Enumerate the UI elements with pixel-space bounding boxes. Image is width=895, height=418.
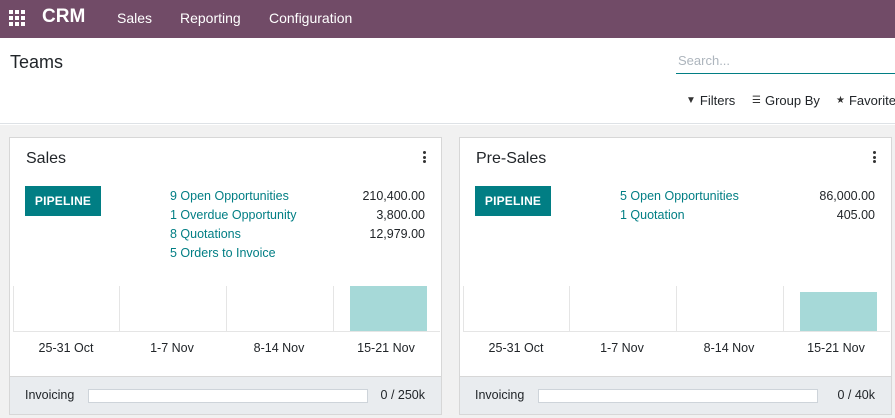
graph-label: 25-31 Oct — [488, 341, 544, 355]
graph-label: 1-7 Nov — [600, 341, 644, 355]
invoicing-progress-bar[interactable] — [538, 389, 818, 403]
graph-label: 25-31 Oct — [38, 341, 94, 355]
stat-value: 405.00 — [836, 208, 875, 222]
favorites-button[interactable]: ★ Favorite — [836, 93, 895, 108]
card-graph[interactable] — [13, 286, 440, 332]
apps-grid-icon[interactable] — [9, 10, 25, 26]
group-by-button[interactable]: ☰ Group By — [752, 93, 820, 108]
graph-label: 8-14 Nov — [253, 341, 305, 355]
star-icon: ★ — [836, 95, 845, 106]
control-panel: Teams ▼ Filters ☰ Group By ★ Favorite — [0, 38, 895, 124]
menu-reporting[interactable]: Reporting — [180, 10, 241, 26]
card-graph[interactable] — [463, 286, 890, 332]
card-title[interactable]: Sales — [26, 150, 67, 167]
graph-label: 1-7 Nov — [150, 341, 194, 355]
stat-value: 12,979.00 — [369, 227, 425, 241]
filters-label: Filters — [699, 93, 736, 108]
graph-label: 15-21 Nov — [807, 341, 865, 355]
invoicing-label: Invoicing — [475, 388, 525, 402]
search-box[interactable] — [676, 48, 895, 74]
favorites-label: Favorite — [848, 93, 895, 108]
graph-label: 8-14 Nov — [703, 341, 755, 355]
invoicing-label: Invoicing — [25, 388, 75, 402]
stat-link-overdue-opportunity[interactable]: 1 Overdue Opportunity — [170, 208, 297, 222]
card-footer: Invoicing 0 / 40k — [460, 376, 891, 414]
menu-sales[interactable]: Sales — [117, 10, 153, 26]
team-card-sales: Sales PIPELINE 9 Open Opportunities 210,… — [9, 137, 442, 415]
search-input[interactable] — [676, 48, 895, 72]
group-by-label: Group By — [764, 93, 820, 108]
card-title[interactable]: Pre-Sales — [476, 150, 547, 167]
graph-bar[interactable] — [349, 286, 427, 331]
funnel-icon: ▼ — [686, 95, 696, 106]
menu-configuration[interactable]: Configuration — [269, 10, 353, 26]
stat-link-orders-to-invoice[interactable]: 5 Orders to Invoice — [170, 246, 276, 260]
top-navbar: CRM Sales Reporting Configuration — [0, 0, 895, 38]
filters-button[interactable]: ▼ Filters — [686, 93, 735, 108]
pipeline-button[interactable]: PIPELINE — [475, 186, 551, 216]
kebab-menu-icon[interactable] — [421, 150, 427, 164]
pipeline-button[interactable]: PIPELINE — [25, 186, 101, 216]
card-footer: Invoicing 0 / 250k — [10, 376, 441, 414]
page-title: Teams — [10, 52, 64, 72]
app-brand[interactable]: CRM — [42, 6, 86, 27]
stat-link-quotations[interactable]: 8 Quotations — [170, 227, 241, 241]
stat-value: 3,800.00 — [376, 208, 425, 222]
stat-link-open-opportunities[interactable]: 9 Open Opportunities — [170, 189, 289, 203]
invoicing-progress-bar[interactable] — [88, 389, 368, 403]
stat-value: 210,400.00 — [362, 189, 425, 203]
stat-value: 86,000.00 — [819, 189, 875, 203]
kebab-menu-icon[interactable] — [871, 150, 877, 164]
invoicing-progress-text: 0 / 40k — [837, 388, 875, 402]
stat-link-open-opportunities[interactable]: 5 Open Opportunities — [620, 189, 739, 203]
team-card-pre-sales: Pre-Sales PIPELINE 5 Open Opportunities … — [459, 137, 892, 415]
graph-label: 15-21 Nov — [357, 341, 415, 355]
graph-bar[interactable] — [799, 292, 877, 331]
invoicing-progress-text: 0 / 250k — [380, 388, 425, 402]
list-icon: ☰ — [752, 95, 761, 106]
stat-link-quotation[interactable]: 1 Quotation — [620, 208, 685, 222]
